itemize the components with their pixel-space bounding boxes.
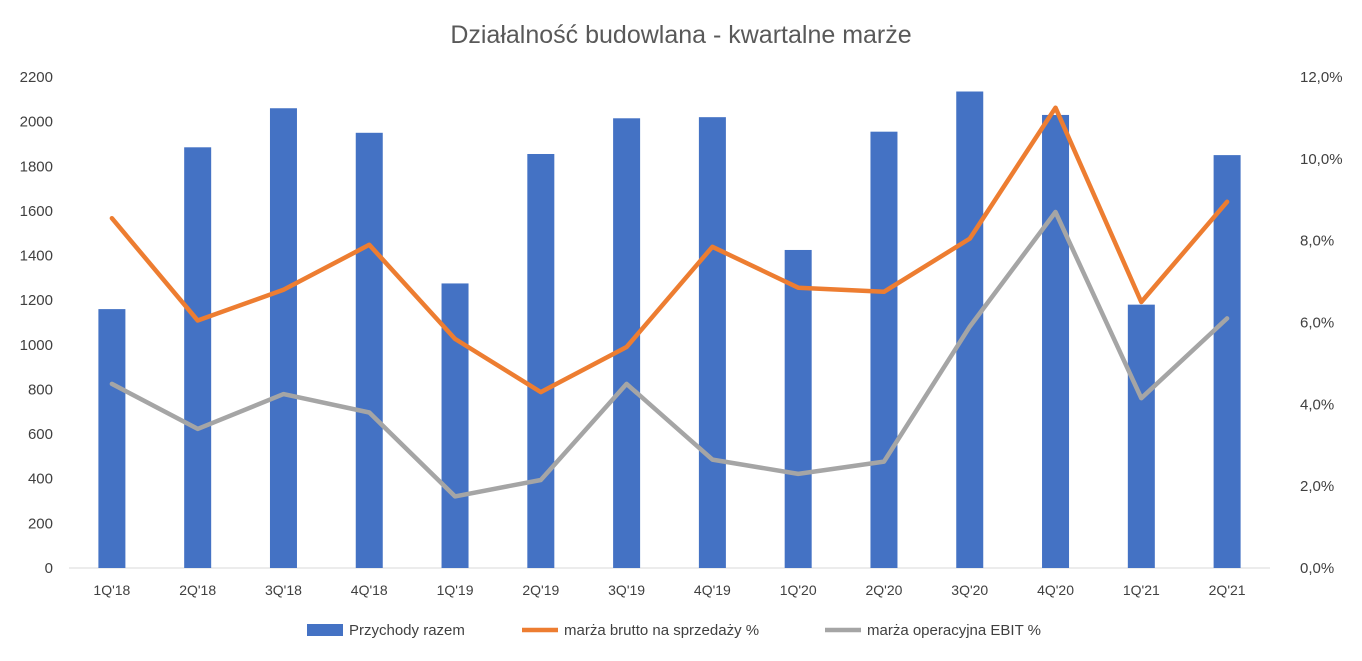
y-axis-right: 0,0% 2,0% 4,0% 6,0% 8,0% 10,0% 12,0% xyxy=(1300,69,1343,577)
bar xyxy=(1213,155,1241,568)
x-tick-label: 2Q'18 xyxy=(179,582,216,598)
y-left-tick-label: 2000 xyxy=(20,114,53,131)
bar xyxy=(184,147,212,568)
y-left-tick-label: 1800 xyxy=(20,158,53,175)
x-tick-label: 4Q'18 xyxy=(351,582,388,598)
y-left-tick-label: 1600 xyxy=(20,203,53,220)
y-left-tick-label: 600 xyxy=(28,426,53,443)
x-axis: 1Q'18 2Q'18 3Q'18 4Q'18 1Q'19 2Q'19 3Q'19 4Q'19… xyxy=(93,582,1245,598)
bar xyxy=(784,249,812,568)
y-left-tick-label: 2200 xyxy=(20,69,53,86)
series-line xyxy=(109,105,1230,395)
y-right-tick-label: 6,0% xyxy=(1300,315,1334,332)
legend-swatch xyxy=(307,624,343,636)
legend: Przychody razem marża brutto na sprzedaży… xyxy=(307,622,1041,639)
bar xyxy=(698,117,726,568)
y-right-tick-label: 10,0% xyxy=(1300,151,1343,168)
y-left-tick-label: 1200 xyxy=(20,292,53,309)
bar xyxy=(98,309,126,568)
legend-label: Przychody razem xyxy=(349,622,465,639)
y-right-tick-label: 8,0% xyxy=(1300,233,1334,250)
y-left-tick-label: 0 xyxy=(45,560,53,577)
y-right-tick-label: 0,0% xyxy=(1300,560,1334,577)
bar xyxy=(355,132,383,568)
y-right-tick-label: 4,0% xyxy=(1300,396,1334,413)
x-tick-label: 2Q'21 xyxy=(1209,582,1246,598)
x-tick-label: 1Q'21 xyxy=(1123,582,1160,598)
y-left-tick-label: 800 xyxy=(28,381,53,398)
y-left-tick-label: 1000 xyxy=(20,337,53,354)
series-line xyxy=(109,209,1230,499)
x-tick-label: 3Q'18 xyxy=(265,582,302,598)
x-tick-label: 1Q'20 xyxy=(780,582,817,598)
x-tick-label: 2Q'20 xyxy=(866,582,903,598)
bar xyxy=(613,118,641,568)
bar xyxy=(870,131,898,568)
y-right-tick-label: 2,0% xyxy=(1300,478,1334,495)
y-left-tick-label: 400 xyxy=(28,471,53,488)
bar xyxy=(527,153,555,568)
legend-label: marża brutto na sprzedaży % xyxy=(564,622,759,639)
y-left-tick-label: 200 xyxy=(28,515,53,532)
x-tick-label: 4Q'20 xyxy=(1037,582,1074,598)
x-tick-label: 3Q'20 xyxy=(951,582,988,598)
bar xyxy=(1127,304,1155,568)
x-tick-label: 2Q'19 xyxy=(522,582,559,598)
chart-title: Działalność budowlana - kwartalne marże xyxy=(450,21,911,49)
x-tick-label: 1Q'18 xyxy=(93,582,130,598)
y-right-tick-label: 12,0% xyxy=(1300,69,1343,86)
line-series xyxy=(109,105,1230,499)
y-axis-left: 0 200 400 600 800 1000 1200 1400 1600 1800 2000 220… xyxy=(20,69,53,577)
y-left-tick-label: 1400 xyxy=(20,248,53,265)
x-tick-label: 3Q'19 xyxy=(608,582,645,598)
legend-label: marża operacyjna EBIT % xyxy=(867,622,1041,639)
bar xyxy=(1042,114,1070,568)
x-tick-label: 1Q'19 xyxy=(437,582,474,598)
bar xyxy=(269,108,297,568)
x-tick-label: 4Q'19 xyxy=(694,582,731,598)
bar-series xyxy=(98,91,1241,568)
